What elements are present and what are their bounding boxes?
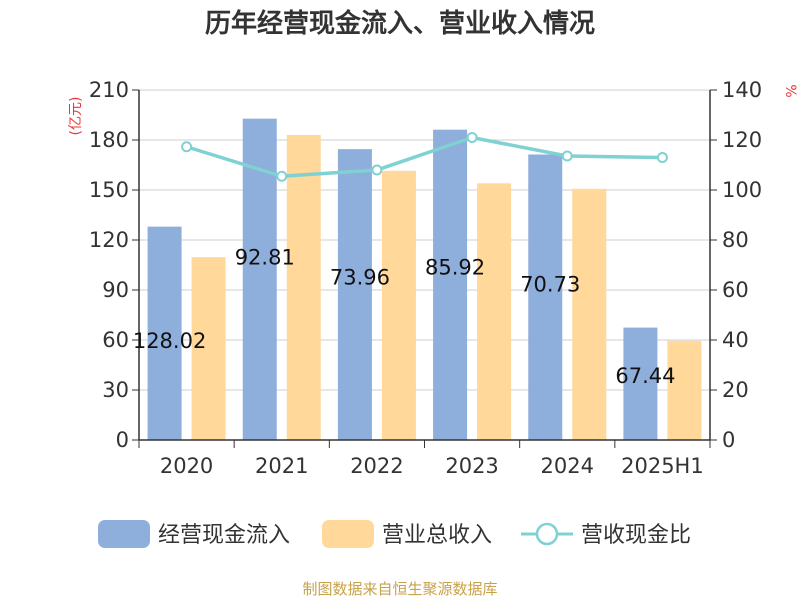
x-tick-label: 2024 — [541, 454, 594, 478]
bar-revenue — [477, 183, 512, 441]
right-tick-label: 60 — [722, 278, 749, 302]
x-tick-label: 2025H1 — [621, 454, 704, 478]
legend-label[interactable]: 经营现金流入 — [158, 523, 290, 548]
left-tick-label: 210 — [89, 78, 129, 102]
x-tick-label: 2023 — [445, 454, 498, 478]
legend-label[interactable]: 营收现金比 — [581, 523, 691, 548]
axes: 0 30 60 90 120 150 180 210 0 20 40 60 80 100 120 140 202… — [89, 78, 762, 478]
line-series — [181, 132, 668, 182]
data-label: 67.44 — [615, 364, 675, 388]
data-label: 92.81 — [235, 246, 295, 270]
left-tick-label: 180 — [89, 128, 129, 152]
right-tick-label: 120 — [722, 128, 762, 152]
left-tick-label: 150 — [89, 178, 129, 202]
bar-series — [147, 118, 702, 441]
bar-cash-inflow — [623, 327, 658, 440]
x-tick-label: 2021 — [255, 454, 308, 478]
right-tick-label: 80 — [722, 228, 749, 252]
bar-revenue — [191, 257, 226, 440]
data-label: 85.92 — [425, 256, 485, 280]
line-point — [466, 132, 478, 143]
legend-label[interactable]: 营业总收入 — [382, 523, 492, 548]
legend[interactable]: 经营现金流入 营业总收入 营收现金比 — [98, 520, 691, 548]
left-tick-label: 60 — [102, 328, 129, 352]
right-tick-label: 40 — [722, 328, 749, 352]
data-label: 70.73 — [520, 272, 580, 296]
bar-revenue — [381, 170, 416, 441]
source-note: 制图数据来自恒生聚源数据库 — [302, 580, 497, 598]
line-cash-ratio — [186, 135, 663, 179]
legend-swatch[interactable] — [322, 520, 374, 548]
bar-revenue — [667, 340, 702, 440]
left-tick-label: 30 — [102, 378, 129, 402]
bar-cash-inflow — [433, 129, 468, 440]
right-tick-label: 0 — [722, 428, 735, 452]
line-point — [181, 141, 193, 153]
bar-cash-inflow — [147, 226, 182, 440]
bar-revenue — [572, 188, 607, 440]
legend-swatch[interactable] — [98, 520, 150, 548]
legend-marker[interactable] — [535, 522, 559, 546]
bar-revenue — [286, 135, 321, 440]
data-labels: 128.02 92.81 73.96 85.92 70.73 67.44 — [133, 246, 676, 388]
right-tick-label: 20 — [722, 378, 749, 402]
x-tick-label: 2020 — [160, 454, 213, 478]
data-label: 73.96 — [330, 266, 390, 290]
x-tick-label: 2022 — [350, 454, 403, 478]
left-axis-unit: (亿元) — [68, 97, 84, 136]
left-tick-label: 0 — [116, 428, 129, 452]
left-tick-label: 90 — [102, 278, 129, 302]
line-point — [561, 150, 573, 162]
right-tick-label: 100 — [722, 178, 762, 202]
bar-cash-inflow — [337, 149, 372, 440]
line-point — [371, 164, 383, 176]
chart-title: 历年经营现金流入、营业收入情况 — [205, 8, 595, 39]
left-tick-label: 120 — [89, 228, 129, 252]
line-point — [656, 152, 668, 163]
right-axis-unit: % — [782, 84, 798, 97]
grid-lines — [139, 89, 710, 441]
right-tick-label: 140 — [722, 78, 762, 102]
bar-cash-inflow — [528, 154, 563, 440]
data-label: 128.02 — [133, 329, 206, 353]
line-point — [276, 170, 288, 182]
